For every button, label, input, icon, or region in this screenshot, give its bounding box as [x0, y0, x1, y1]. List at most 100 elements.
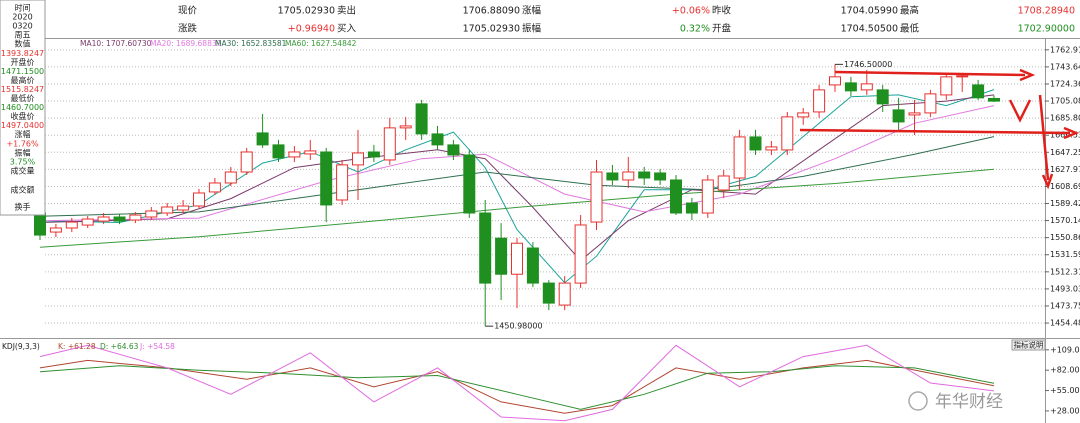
legend-entry: K: +61.28: [58, 342, 96, 351]
quote-value: 1705.02930: [278, 6, 335, 17]
y-tick-label: 1589.422: [1050, 199, 1080, 208]
quote-label: 涨幅: [522, 5, 542, 17]
candle-body: [590, 171, 603, 223]
side-item: 1497.0400: [1, 121, 44, 130]
y-tick-label: 1512.313: [1050, 267, 1080, 276]
candle-body: [940, 76, 953, 96]
arrow: [799, 128, 1071, 135]
side-item: 3.75%: [10, 157, 36, 166]
legend-entry: J: +54.58: [139, 342, 175, 351]
y-tick-label: +82.00: [1050, 366, 1080, 375]
candle-body: [352, 152, 364, 166]
side-item: 1515.8247: [1, 85, 44, 94]
candle-body: [431, 133, 444, 146]
candle-body: [844, 82, 857, 92]
candle-body: [892, 109, 905, 123]
quote-label: 买入: [337, 24, 357, 35]
candle-body: [208, 182, 221, 193]
candle-body: [606, 172, 619, 181]
candle-body: [161, 206, 174, 214]
side-item: 涨幅: [15, 129, 31, 139]
quote-label: 最低: [900, 23, 920, 35]
candle-body: [574, 224, 587, 284]
candle-body: [956, 75, 969, 78]
side-item: +1.76%: [6, 139, 39, 148]
candle-body: [224, 171, 237, 184]
candle-body: [240, 151, 253, 173]
candle-body: [463, 154, 476, 214]
indicator-button-label[interactable]: 指标说明: [1014, 340, 1044, 350]
drawn-arrows: [799, 68, 1080, 190]
candle-body: [81, 218, 94, 226]
candle-body: [765, 146, 778, 151]
line-series: [39, 359, 995, 414]
candle-body: [670, 179, 682, 214]
candle-body: [320, 151, 333, 206]
quote-value: 1705.02930: [463, 24, 520, 35]
y-tick-label: 1550.868: [1050, 233, 1080, 242]
y-tick-label: 1762.917: [1050, 45, 1080, 54]
line-series: [39, 168, 995, 248]
y-tick-label: 1627.977: [1050, 165, 1080, 174]
arrow-head: [1063, 126, 1080, 140]
quote-label: 涨跌: [178, 23, 198, 35]
candle-body: [399, 125, 412, 129]
candle-body: [447, 144, 460, 156]
y-tick-label: 1666.531: [1050, 131, 1080, 140]
quote-value: +0.06%: [672, 6, 710, 17]
y-tick-label: 1685.808: [1050, 114, 1080, 123]
candle-body: [193, 192, 205, 207]
side-item: 收盘价: [11, 111, 35, 121]
annotation-label: 1746.50000: [844, 60, 892, 69]
candle-body: [813, 89, 826, 113]
y-tick-label: 1705.086: [1050, 97, 1080, 106]
annotation-label: 1450.98000: [494, 322, 542, 331]
line-series: [39, 89, 995, 284]
panel-title: KDJ(9,3,3): [2, 342, 40, 351]
candle-body: [65, 221, 78, 229]
side-item: 最低价: [11, 93, 35, 103]
y-tick-label: +28.00: [1050, 406, 1080, 415]
candle-body: [511, 242, 523, 275]
quote-label: 开盘: [712, 23, 732, 35]
side-item: 时间: [15, 3, 31, 13]
side-item: 数值: [15, 39, 31, 49]
y-tick-label: +109.0: [1050, 345, 1080, 354]
watermark: 年华财经: [935, 392, 1003, 412]
line-series: [39, 94, 995, 262]
legend-entry: D: +64.63: [100, 342, 139, 351]
quote-value: 1708.28940: [1018, 6, 1075, 17]
candle-body: [113, 216, 126, 222]
candle-body: [49, 227, 62, 233]
line-series: [39, 365, 995, 410]
side-item: 成交额: [11, 185, 35, 195]
line-series: [39, 105, 995, 222]
legend-entry: MA30: 1652.83581: [215, 39, 287, 48]
y-tick-label: 1724.363: [1050, 79, 1080, 88]
quote-value: 1702.90000: [1018, 24, 1075, 35]
candle-body: [781, 116, 794, 151]
candle-body: [988, 97, 1000, 102]
candle-body: [908, 112, 921, 116]
candle-body: [97, 216, 110, 222]
indicator-button[interactable]: [1011, 339, 1046, 351]
side-panel: [0, 0, 46, 216]
side-item: 1460.7000: [1, 103, 44, 112]
quote-label: 振幅: [522, 23, 542, 35]
candle-body: [622, 171, 635, 181]
candle-body: [479, 212, 492, 284]
side-item: 成交量: [11, 165, 35, 175]
quote-value: 1706.88090: [463, 6, 520, 17]
quote-header: 现价 1705.02930 卖出 1706.88090 涨幅 +0.06% 昨收 1704.0…: [178, 5, 1075, 35]
candle-body: [336, 164, 349, 201]
candle-body: [288, 151, 301, 158]
side-item: 振幅: [15, 147, 31, 157]
quote-value: 0.32%: [680, 24, 710, 35]
candle-body: [829, 76, 841, 86]
candle-body: [367, 151, 380, 158]
candle-body: [304, 150, 317, 155]
quote-value: 1704.05990: [841, 6, 898, 17]
candle-body: [415, 103, 428, 135]
